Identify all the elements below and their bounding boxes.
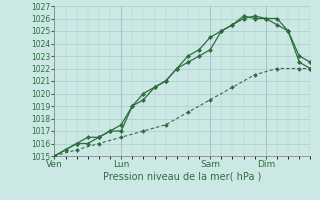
X-axis label: Pression niveau de la mer( hPa ): Pression niveau de la mer( hPa ) (103, 172, 261, 182)
